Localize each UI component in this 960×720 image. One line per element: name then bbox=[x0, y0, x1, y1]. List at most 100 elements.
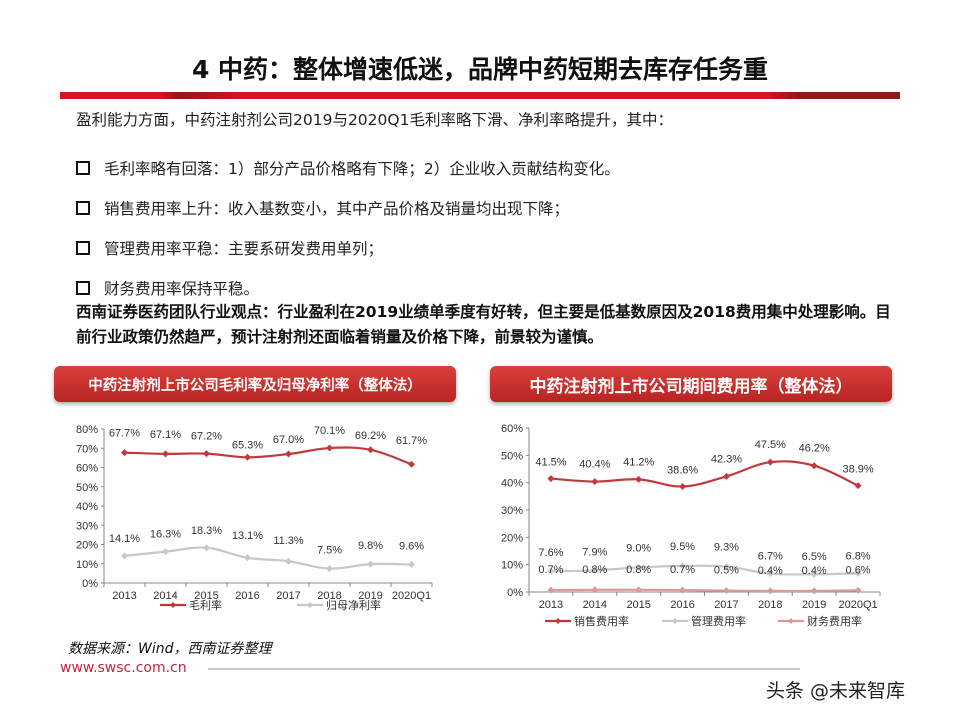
data-label: 9.0% bbox=[626, 542, 651, 554]
y-tick-label: 50% bbox=[76, 482, 98, 494]
x-tick-label: 2017 bbox=[714, 599, 738, 611]
series-line bbox=[124, 546, 412, 570]
data-label: 9.6% bbox=[399, 541, 424, 553]
data-point-marker bbox=[766, 587, 774, 595]
data-label: 42.3% bbox=[711, 453, 742, 465]
x-tick-label: 2020Q1 bbox=[392, 590, 431, 602]
data-label: 11.3% bbox=[273, 535, 304, 547]
data-label: 0.4% bbox=[758, 565, 783, 577]
data-point-marker bbox=[722, 472, 730, 480]
data-point-marker bbox=[591, 566, 599, 574]
data-label: 18.3% bbox=[191, 525, 222, 537]
data-label: 13.1% bbox=[232, 530, 263, 542]
data-label: 46.2% bbox=[799, 443, 830, 455]
data-label: 67.2% bbox=[191, 431, 222, 443]
bullet-list: 毛利率略有回落：1）部分产品价格略有下降；2）企业收入贡献结构变化。 销售费用率… bbox=[76, 148, 620, 308]
data-point-marker bbox=[854, 569, 862, 577]
data-point-marker bbox=[285, 557, 292, 565]
data-label: 67.1% bbox=[150, 429, 181, 441]
data-label: 0.5% bbox=[714, 565, 739, 577]
data-point-marker bbox=[722, 563, 730, 571]
data-label: 70.1% bbox=[314, 425, 345, 437]
data-label: 38.6% bbox=[667, 464, 698, 476]
y-tick-label: 30% bbox=[501, 505, 523, 517]
data-point-marker bbox=[635, 586, 643, 594]
data-point-marker bbox=[162, 450, 169, 458]
y-tick-label: 70% bbox=[76, 443, 98, 455]
data-point-marker bbox=[722, 587, 730, 595]
data-label: 41.5% bbox=[535, 457, 566, 469]
data-label: 14.1% bbox=[109, 533, 140, 545]
data-label: 69.2% bbox=[355, 430, 386, 442]
y-tick-label: 30% bbox=[76, 520, 98, 532]
data-label: 0.6% bbox=[846, 564, 871, 576]
data-point-marker bbox=[367, 560, 374, 568]
data-label: 16.3% bbox=[150, 529, 181, 541]
x-tick-label: 2016 bbox=[670, 599, 694, 611]
data-label: 61.7% bbox=[396, 435, 427, 447]
data-label: 67.7% bbox=[109, 428, 140, 440]
legend-marker-icon bbox=[555, 618, 561, 624]
data-point-marker bbox=[635, 563, 643, 571]
y-tick-label: 60% bbox=[501, 423, 523, 435]
legend-label: 销售费用率 bbox=[574, 614, 629, 628]
data-point-marker bbox=[591, 478, 599, 486]
x-tick-label: 2018 bbox=[758, 599, 782, 611]
y-tick-label: 50% bbox=[501, 450, 523, 462]
x-tick-label: 2019 bbox=[358, 590, 382, 602]
website-link[interactable]: www.swsc.com.cn bbox=[60, 660, 187, 676]
bullet-item: 管理费用率平稳：主要系研发费用单列； bbox=[76, 228, 620, 268]
legend-label: 财务费用率 bbox=[807, 614, 862, 628]
x-tick-label: 2015 bbox=[194, 590, 218, 602]
title-underline-bar bbox=[60, 92, 900, 99]
x-tick-label: 2020Q1 bbox=[838, 599, 877, 611]
bullet-text: 毛利率略有回落：1）部分产品价格略有下降；2）企业收入贡献结构变化。 bbox=[104, 160, 620, 178]
bullet-text: 销售费用率上升：收入基数变小，其中产品价格及销量均出现下降； bbox=[104, 200, 570, 218]
bullet-item: 财务费用率保持平稳。 bbox=[76, 268, 620, 308]
y-tick-label: 20% bbox=[501, 532, 523, 544]
square-bullet-icon bbox=[76, 281, 90, 295]
data-point-marker bbox=[810, 462, 818, 470]
footer-divider bbox=[208, 668, 800, 670]
series-line bbox=[124, 446, 412, 466]
series-line bbox=[550, 588, 859, 593]
data-point-marker bbox=[244, 554, 251, 562]
y-tick-label: 60% bbox=[76, 463, 98, 475]
data-point-marker bbox=[408, 460, 415, 468]
data-point-marker bbox=[162, 548, 169, 556]
legend-marker-icon bbox=[788, 618, 794, 624]
data-point-marker bbox=[679, 562, 687, 570]
data-label: 0.8% bbox=[626, 564, 651, 576]
legend-label: 管理费用率 bbox=[691, 614, 746, 628]
data-label: 7.5% bbox=[317, 545, 342, 557]
data-label: 6.7% bbox=[758, 551, 783, 563]
bullet-item: 销售费用率上升：收入基数变小，其中产品价格及销量均出现下降； bbox=[76, 188, 620, 228]
data-label: 7.6% bbox=[538, 547, 563, 559]
data-point-marker bbox=[121, 449, 128, 457]
data-label: 47.5% bbox=[755, 439, 786, 451]
legend-marker-icon bbox=[170, 602, 176, 608]
data-point-marker bbox=[810, 587, 818, 595]
legend-label: 毛利率 bbox=[189, 598, 222, 612]
data-point-marker bbox=[244, 453, 251, 461]
bullet-text: 管理费用率平稳：主要系研发费用单列； bbox=[104, 240, 384, 258]
x-tick-label: 2014 bbox=[583, 599, 607, 611]
data-point-marker bbox=[203, 450, 210, 458]
page-title: 4 中药：整体增速低迷，品牌中药短期去库存任务重 bbox=[191, 55, 769, 84]
data-point-marker bbox=[854, 586, 862, 594]
data-label: 65.3% bbox=[232, 439, 263, 451]
data-label: 67.0% bbox=[273, 434, 304, 446]
data-label: 9.5% bbox=[670, 541, 695, 553]
data-label: 6.8% bbox=[846, 550, 871, 562]
team-viewpoint: 西南证券医药团队行业观点：行业盈利在2019业绩单季度有好转，但主要是低基数原因… bbox=[76, 303, 891, 346]
data-point-marker bbox=[408, 561, 415, 569]
series-line bbox=[550, 460, 859, 488]
data-label: 9.3% bbox=[714, 542, 739, 554]
x-tick-label: 2013 bbox=[112, 590, 136, 602]
y-tick-label: 10% bbox=[501, 560, 523, 572]
data-label: 40.4% bbox=[579, 459, 610, 471]
data-point-marker bbox=[679, 586, 687, 594]
x-tick-label: 2015 bbox=[626, 599, 650, 611]
data-point-marker bbox=[635, 475, 643, 483]
